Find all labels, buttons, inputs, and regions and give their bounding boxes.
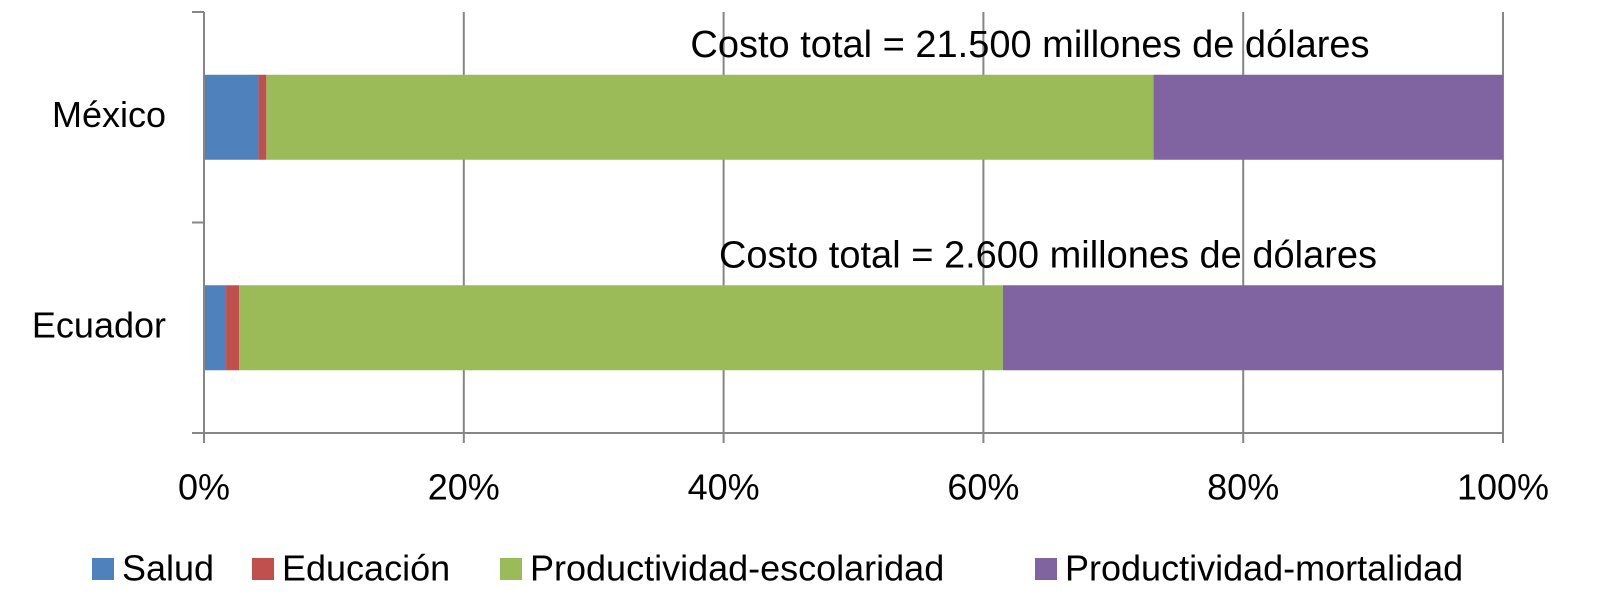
x-tick-label: 40% — [688, 467, 760, 508]
annotation: Costo total = 21.500 millones de dólares — [690, 24, 1369, 66]
bar-segment — [239, 285, 1003, 371]
bar-segment — [1002, 285, 1503, 371]
x-tick-label: 100% — [1457, 467, 1549, 508]
x-tick-label: 60% — [947, 467, 1019, 508]
y-tick-label: Ecuador — [32, 304, 166, 345]
bar-segment — [204, 285, 227, 371]
x-tick-label: 80% — [1207, 467, 1279, 508]
bar-segment — [204, 74, 259, 160]
annotation: Costo total = 2.600 millones de dólares — [719, 234, 1377, 276]
legend-label: Educación — [282, 548, 450, 589]
legend-label: Salud — [122, 548, 214, 589]
legend-label: Productividad-mortalidad — [1065, 548, 1463, 589]
bar-segment — [1153, 74, 1503, 160]
legend-swatch — [1035, 558, 1057, 580]
x-tick-label: 0% — [178, 467, 230, 508]
legend-label: Productividad-escolaridad — [530, 548, 944, 589]
legend-swatch — [92, 558, 114, 580]
bar-segment — [226, 285, 240, 371]
legend-swatch — [500, 558, 522, 580]
legend-swatch — [252, 558, 274, 580]
bar-segment — [258, 74, 267, 160]
bar-segment — [266, 74, 1154, 160]
x-tick-label: 20% — [428, 467, 500, 508]
y-tick-label: México — [52, 94, 166, 135]
